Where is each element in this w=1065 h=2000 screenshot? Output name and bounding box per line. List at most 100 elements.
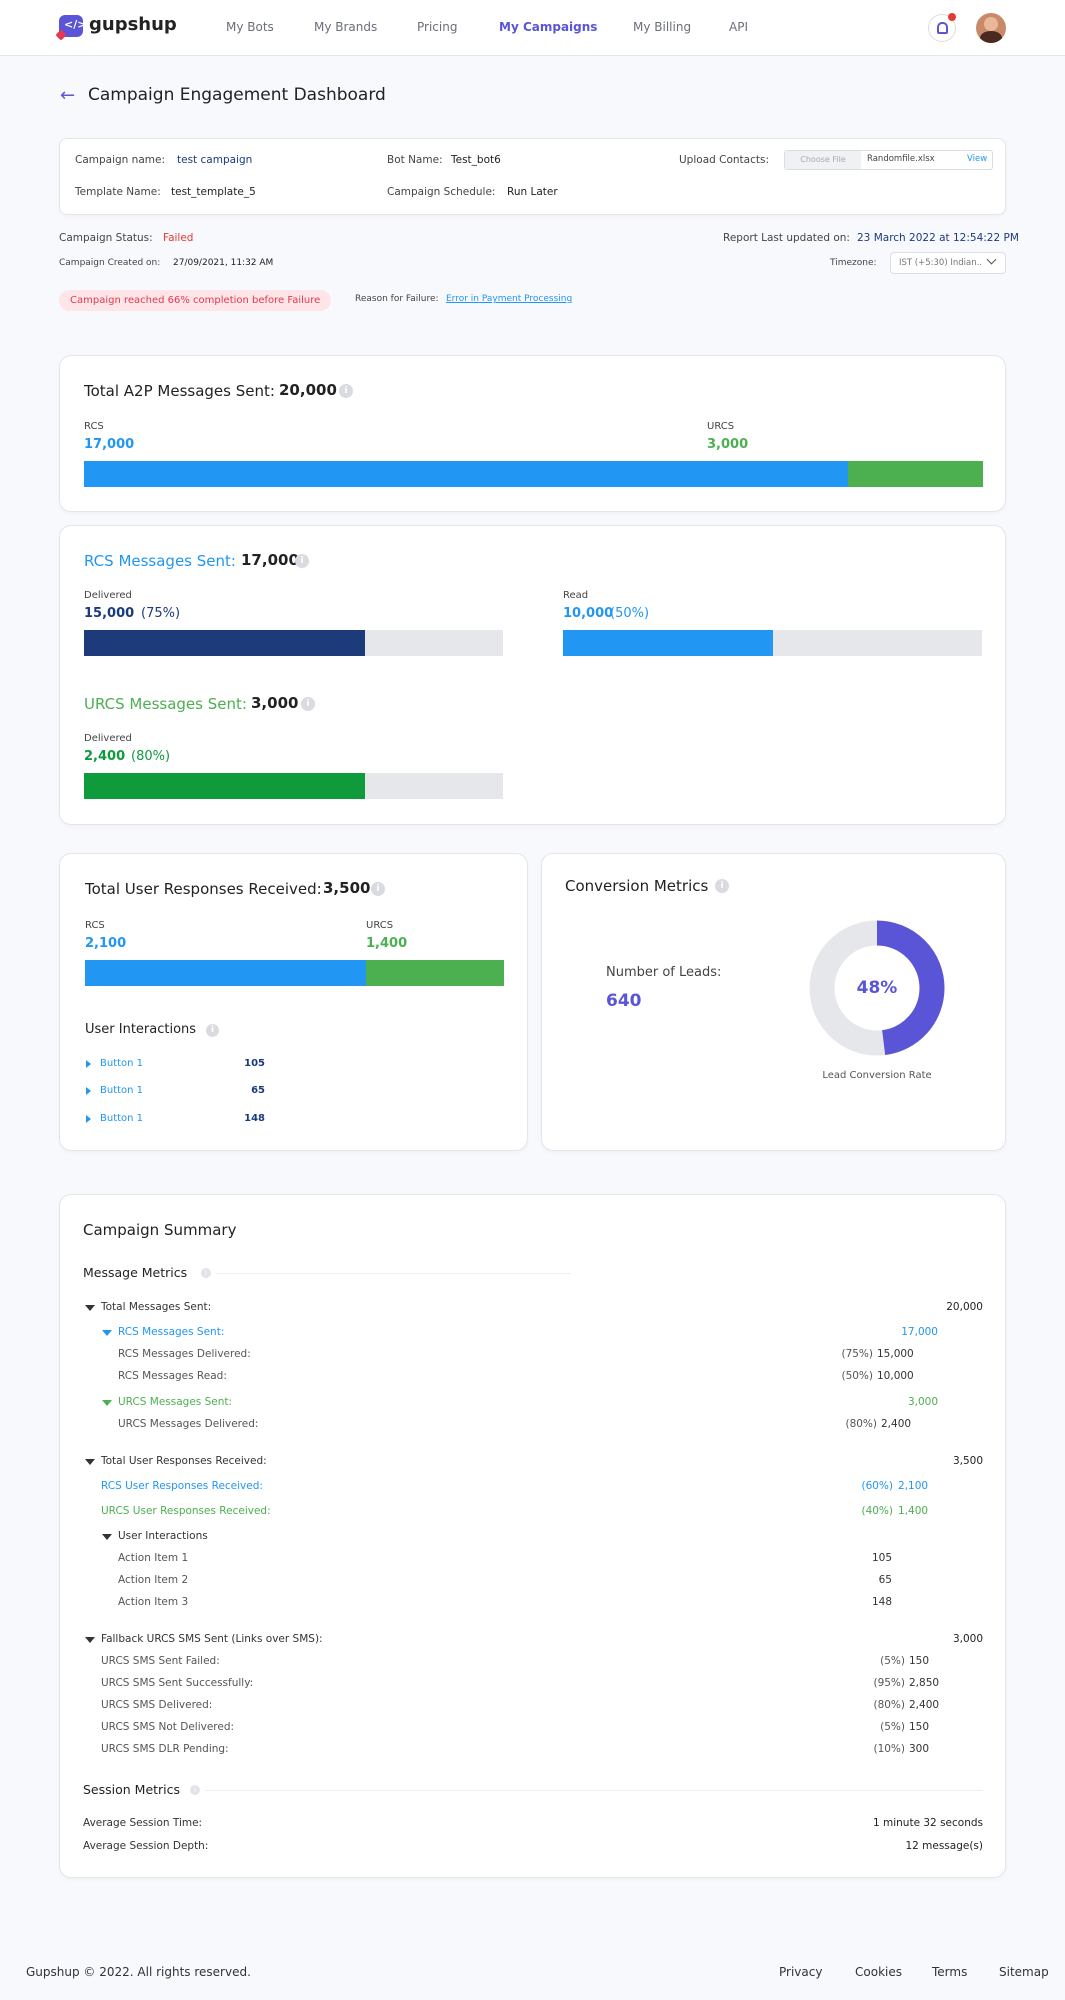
action-item-value: 65 [878, 1574, 892, 1586]
rcs-delivered-fill [84, 630, 365, 656]
a2p-info-icon[interactable]: i [339, 384, 353, 398]
rcs-read-bar [563, 630, 982, 656]
caret-down-icon[interactable] [102, 1330, 112, 1336]
nav-api[interactable]: API [729, 20, 748, 34]
notification-bell-icon[interactable] [928, 13, 956, 42]
caret-right-icon[interactable] [86, 1087, 91, 1095]
sms-pct: (5%) [880, 1721, 905, 1733]
campaign-status-value: Failed [163, 232, 194, 244]
urcs-delivered-pct: (80%) [845, 1418, 877, 1430]
nav-my-bots[interactable]: My Bots [226, 20, 274, 34]
template-name-value: test_template_5 [171, 186, 256, 198]
footer-link-terms[interactable]: Terms [932, 1965, 968, 1979]
nav-my-campaigns[interactable]: My Campaigns [499, 20, 598, 34]
rcs-read-value: 10,000 [877, 1370, 914, 1382]
a2p-rcs-value: 17,000 [84, 437, 135, 452]
interaction-label[interactable]: Button 1 [100, 1085, 144, 1096]
footer-link-sitemap[interactable]: Sitemap [999, 1965, 1049, 1979]
caret-down-icon[interactable] [85, 1459, 95, 1465]
brand-name[interactable]: gupshup [89, 14, 177, 35]
footer-link-cookies[interactable]: Cookies [855, 1965, 902, 1979]
action-item-value: 105 [871, 1552, 892, 1564]
rcs-info-icon[interactable]: i [295, 554, 309, 568]
rcs-sent-value: 17,000 [901, 1326, 938, 1338]
caret-right-icon[interactable] [86, 1115, 91, 1123]
nav-my-brands[interactable]: My Brands [314, 20, 378, 34]
a2p-title: Total A2P Messages Sent: [84, 382, 275, 400]
urcs-info-icon[interactable]: i [301, 697, 315, 711]
view-link[interactable]: View [967, 154, 988, 164]
total-sent-value: 20,000 [946, 1301, 983, 1313]
avg-session-time-value: 1 minute 32 seconds [872, 1817, 983, 1829]
rcs-read-fill [563, 630, 773, 656]
responses-info-icon[interactable]: i [371, 882, 385, 896]
page-title: Campaign Engagement Dashboard [88, 85, 386, 105]
rcs-resp-value: 2,100 [898, 1480, 929, 1492]
divider [216, 1273, 571, 1274]
footer-link-privacy[interactable]: Privacy [779, 1965, 823, 1979]
interaction-label[interactable]: Button 1 [100, 1058, 144, 1069]
choose-file-button[interactable]: Choose File [785, 151, 861, 169]
interaction-value: 65 [251, 1085, 265, 1096]
logo-icon[interactable]: </> [55, 15, 86, 41]
report-updated-value: 23 March 2022 at 12:54:22 PM [857, 232, 1019, 244]
conversion-info-icon[interactable]: i [715, 879, 729, 893]
responses-total: 3,500 [323, 879, 371, 897]
urcs-title: URCS Messages Sent: [84, 695, 247, 713]
timezone-value: IST (+5:30) Indian.. [899, 258, 982, 268]
caret-down-icon[interactable] [102, 1400, 112, 1406]
summary-title: Campaign Summary [83, 1221, 237, 1239]
caret-right-icon[interactable] [86, 1060, 91, 1068]
conversion-title: Conversion Metrics [565, 877, 709, 895]
rcs-delivered-pct: (75%) [841, 1348, 873, 1360]
campaign-name-value: test campaign [177, 154, 253, 166]
avg-session-depth-label: Average Session Depth: [83, 1840, 209, 1852]
responses-value: 3,500 [952, 1455, 983, 1467]
a2p-urcs-value: 3,000 [707, 437, 749, 452]
urcs-resp-label: URCS User Responses Received: [101, 1505, 271, 1517]
user-interactions-title: User Interactions [85, 1022, 197, 1037]
failure-badge: Campaign reached 66% completion before F… [59, 290, 332, 311]
message-metrics-info-icon[interactable]: i [201, 1268, 211, 1278]
responses-title: Total User Responses Received: [85, 880, 322, 898]
divider [205, 1790, 983, 1791]
sms-value: 150 [909, 1655, 930, 1667]
rcs-read-pct: (50%) [610, 606, 650, 621]
chevron-down-icon [986, 254, 997, 265]
created-on-label: Campaign Created on: [59, 258, 161, 268]
top-header: </> gupshup My Bots My Brands Pricing My… [0, 0, 1065, 56]
user-responses-card: Total User Responses Received: 3,500 i R… [59, 853, 528, 1151]
sms-pct: (5%) [880, 1655, 905, 1667]
urcs-delivered-pct: (80%) [131, 749, 171, 764]
nav-my-billing[interactable]: My Billing [633, 20, 692, 34]
sms-value: 2,400 [909, 1699, 940, 1711]
caret-down-icon[interactable] [85, 1637, 95, 1643]
fallback-label: Fallback URCS SMS Sent (Links over SMS): [101, 1633, 323, 1645]
upload-contacts-input[interactable]: Choose File Randomfile.xlsx View [784, 150, 993, 170]
rcs-delivered-pct: (75%) [141, 606, 181, 621]
session-metrics-info-icon[interactable]: i [190, 1785, 200, 1795]
urcs-sent-label: URCS Messages Sent: [118, 1396, 233, 1408]
a2p-total: 20,000 [279, 381, 337, 399]
message-metrics-title: Message Metrics [83, 1265, 188, 1280]
urcs-resp-pct: (40%) [861, 1505, 893, 1517]
timezone-label: Timezone: [830, 258, 877, 268]
urcs-delivered-value: 2,400 [881, 1418, 912, 1430]
session-metrics-title: Session Metrics [83, 1782, 181, 1797]
failure-reason-link[interactable]: Error in Payment Processing [446, 294, 573, 304]
urcs-resp-value: 1,400 [898, 1505, 929, 1517]
urcs-total: 3,000 [251, 694, 299, 712]
interaction-value: 105 [244, 1058, 265, 1069]
caret-down-icon[interactable] [85, 1305, 95, 1311]
avatar[interactable] [976, 13, 1006, 43]
interaction-label[interactable]: Button 1 [100, 1113, 144, 1124]
nav-pricing[interactable]: Pricing [417, 20, 458, 34]
responses-urcs-label: URCS [366, 920, 394, 931]
report-updated-label: Report Last updated on: [723, 232, 850, 244]
caret-down-icon[interactable] [102, 1534, 112, 1540]
back-arrow-icon[interactable]: ← [60, 85, 76, 106]
created-on-value: 27/09/2021, 11:32 AM [173, 258, 274, 268]
interactions-info-icon[interactable]: i [206, 1024, 219, 1037]
timezone-select[interactable]: IST (+5:30) Indian.. [890, 252, 1006, 274]
campaign-status-label: Campaign Status: [59, 232, 153, 244]
